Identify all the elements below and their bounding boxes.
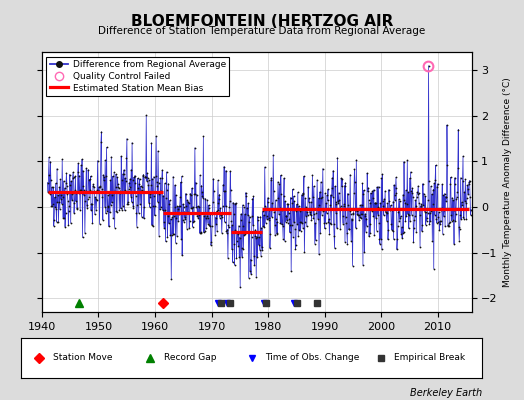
- Text: BLOEMFONTEIN (HERTZOG AIR: BLOEMFONTEIN (HERTZOG AIR: [131, 14, 393, 29]
- Y-axis label: Monthly Temperature Anomaly Difference (°C): Monthly Temperature Anomaly Difference (…: [504, 77, 512, 287]
- Text: Berkeley Earth: Berkeley Earth: [410, 388, 482, 398]
- Text: Empirical Break: Empirical Break: [395, 354, 466, 362]
- Text: Difference of Station Temperature Data from Regional Average: Difference of Station Temperature Data f…: [99, 26, 425, 36]
- Legend: Difference from Regional Average, Quality Control Failed, Estimated Station Mean: Difference from Regional Average, Qualit…: [47, 56, 230, 96]
- Text: Time of Obs. Change: Time of Obs. Change: [265, 354, 360, 362]
- Text: Record Gap: Record Gap: [164, 354, 216, 362]
- Text: Station Move: Station Move: [53, 354, 113, 362]
